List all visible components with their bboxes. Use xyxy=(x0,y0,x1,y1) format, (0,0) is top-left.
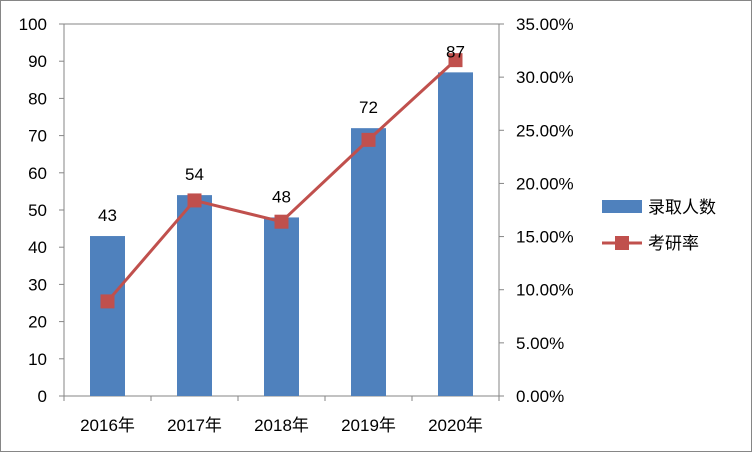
x-axis-tick-label: 2017年 xyxy=(167,416,222,435)
data-labels: 43 54 48 72 87 xyxy=(98,42,465,225)
rate-marker xyxy=(448,53,463,68)
x-axis: 2016年 2017年 2018年 2019年 2020年 xyxy=(63,396,500,435)
x-axis-tick-label: 2019年 xyxy=(341,416,396,435)
right-axis-tick-label: 10.00% xyxy=(516,281,574,300)
left-axis-tick-label: 0 xyxy=(38,387,47,406)
bar-data-label: 87 xyxy=(446,42,465,61)
right-axis-tick-label: 20.00% xyxy=(516,174,574,193)
left-axis-tick-label: 70 xyxy=(28,127,47,146)
bar xyxy=(90,236,125,396)
bar xyxy=(351,128,386,396)
legend: 录取人数 考研率 xyxy=(602,198,716,254)
right-axis-tick-label: 35.00% xyxy=(516,15,574,34)
right-axis-tick-label: 30.00% xyxy=(516,68,574,87)
x-axis-tick-label: 2020年 xyxy=(428,416,483,435)
left-axis-tick-label: 50 xyxy=(28,201,47,220)
right-axis-tick-label: 25.00% xyxy=(516,121,574,140)
bar xyxy=(438,72,473,397)
legend-label-bars: 录取人数 xyxy=(648,198,716,218)
left-axis-tick-label: 30 xyxy=(28,275,47,294)
bar-series xyxy=(90,72,473,397)
right-axis-tick-label: 15.00% xyxy=(516,228,574,247)
x-axis-tick-label: 2016年 xyxy=(80,416,135,435)
rate-marker xyxy=(100,294,115,309)
rate-marker xyxy=(361,132,376,147)
bar-data-label: 72 xyxy=(359,98,378,117)
legend-swatch-bars xyxy=(602,200,642,213)
left-axis-tick-label: 80 xyxy=(28,89,47,108)
right-y-axis: 0.00% 5.00% 10.00% 15.00% 20.00% 25.00% 30.00%… xyxy=(499,15,574,406)
bar xyxy=(177,195,212,396)
left-axis-tick-label: 60 xyxy=(28,164,47,183)
x-axis-tick-label: 2018年 xyxy=(254,416,309,435)
legend-label-line: 考研率 xyxy=(648,234,699,254)
right-axis-tick-label: 5.00% xyxy=(516,334,564,353)
bar-data-label: 48 xyxy=(272,187,291,206)
left-axis-tick-label: 20 xyxy=(28,313,47,332)
bar-data-label: 43 xyxy=(98,206,117,225)
rate-marker xyxy=(187,193,202,208)
left-axis-tick-label: 100 xyxy=(19,15,47,34)
line-series xyxy=(100,53,463,309)
legend-swatch-marker xyxy=(615,236,629,250)
left-axis-tick-label: 90 xyxy=(28,52,47,71)
left-axis-tick-label: 10 xyxy=(28,350,47,369)
bar xyxy=(264,217,299,396)
left-axis-tick-label: 40 xyxy=(28,238,47,257)
left-y-axis: 0 10 20 30 40 50 60 70 80 90 100 xyxy=(19,15,64,406)
rate-marker xyxy=(274,214,289,229)
bar-data-label: 54 xyxy=(185,165,204,184)
right-axis-tick-label: 0.00% xyxy=(516,387,564,406)
